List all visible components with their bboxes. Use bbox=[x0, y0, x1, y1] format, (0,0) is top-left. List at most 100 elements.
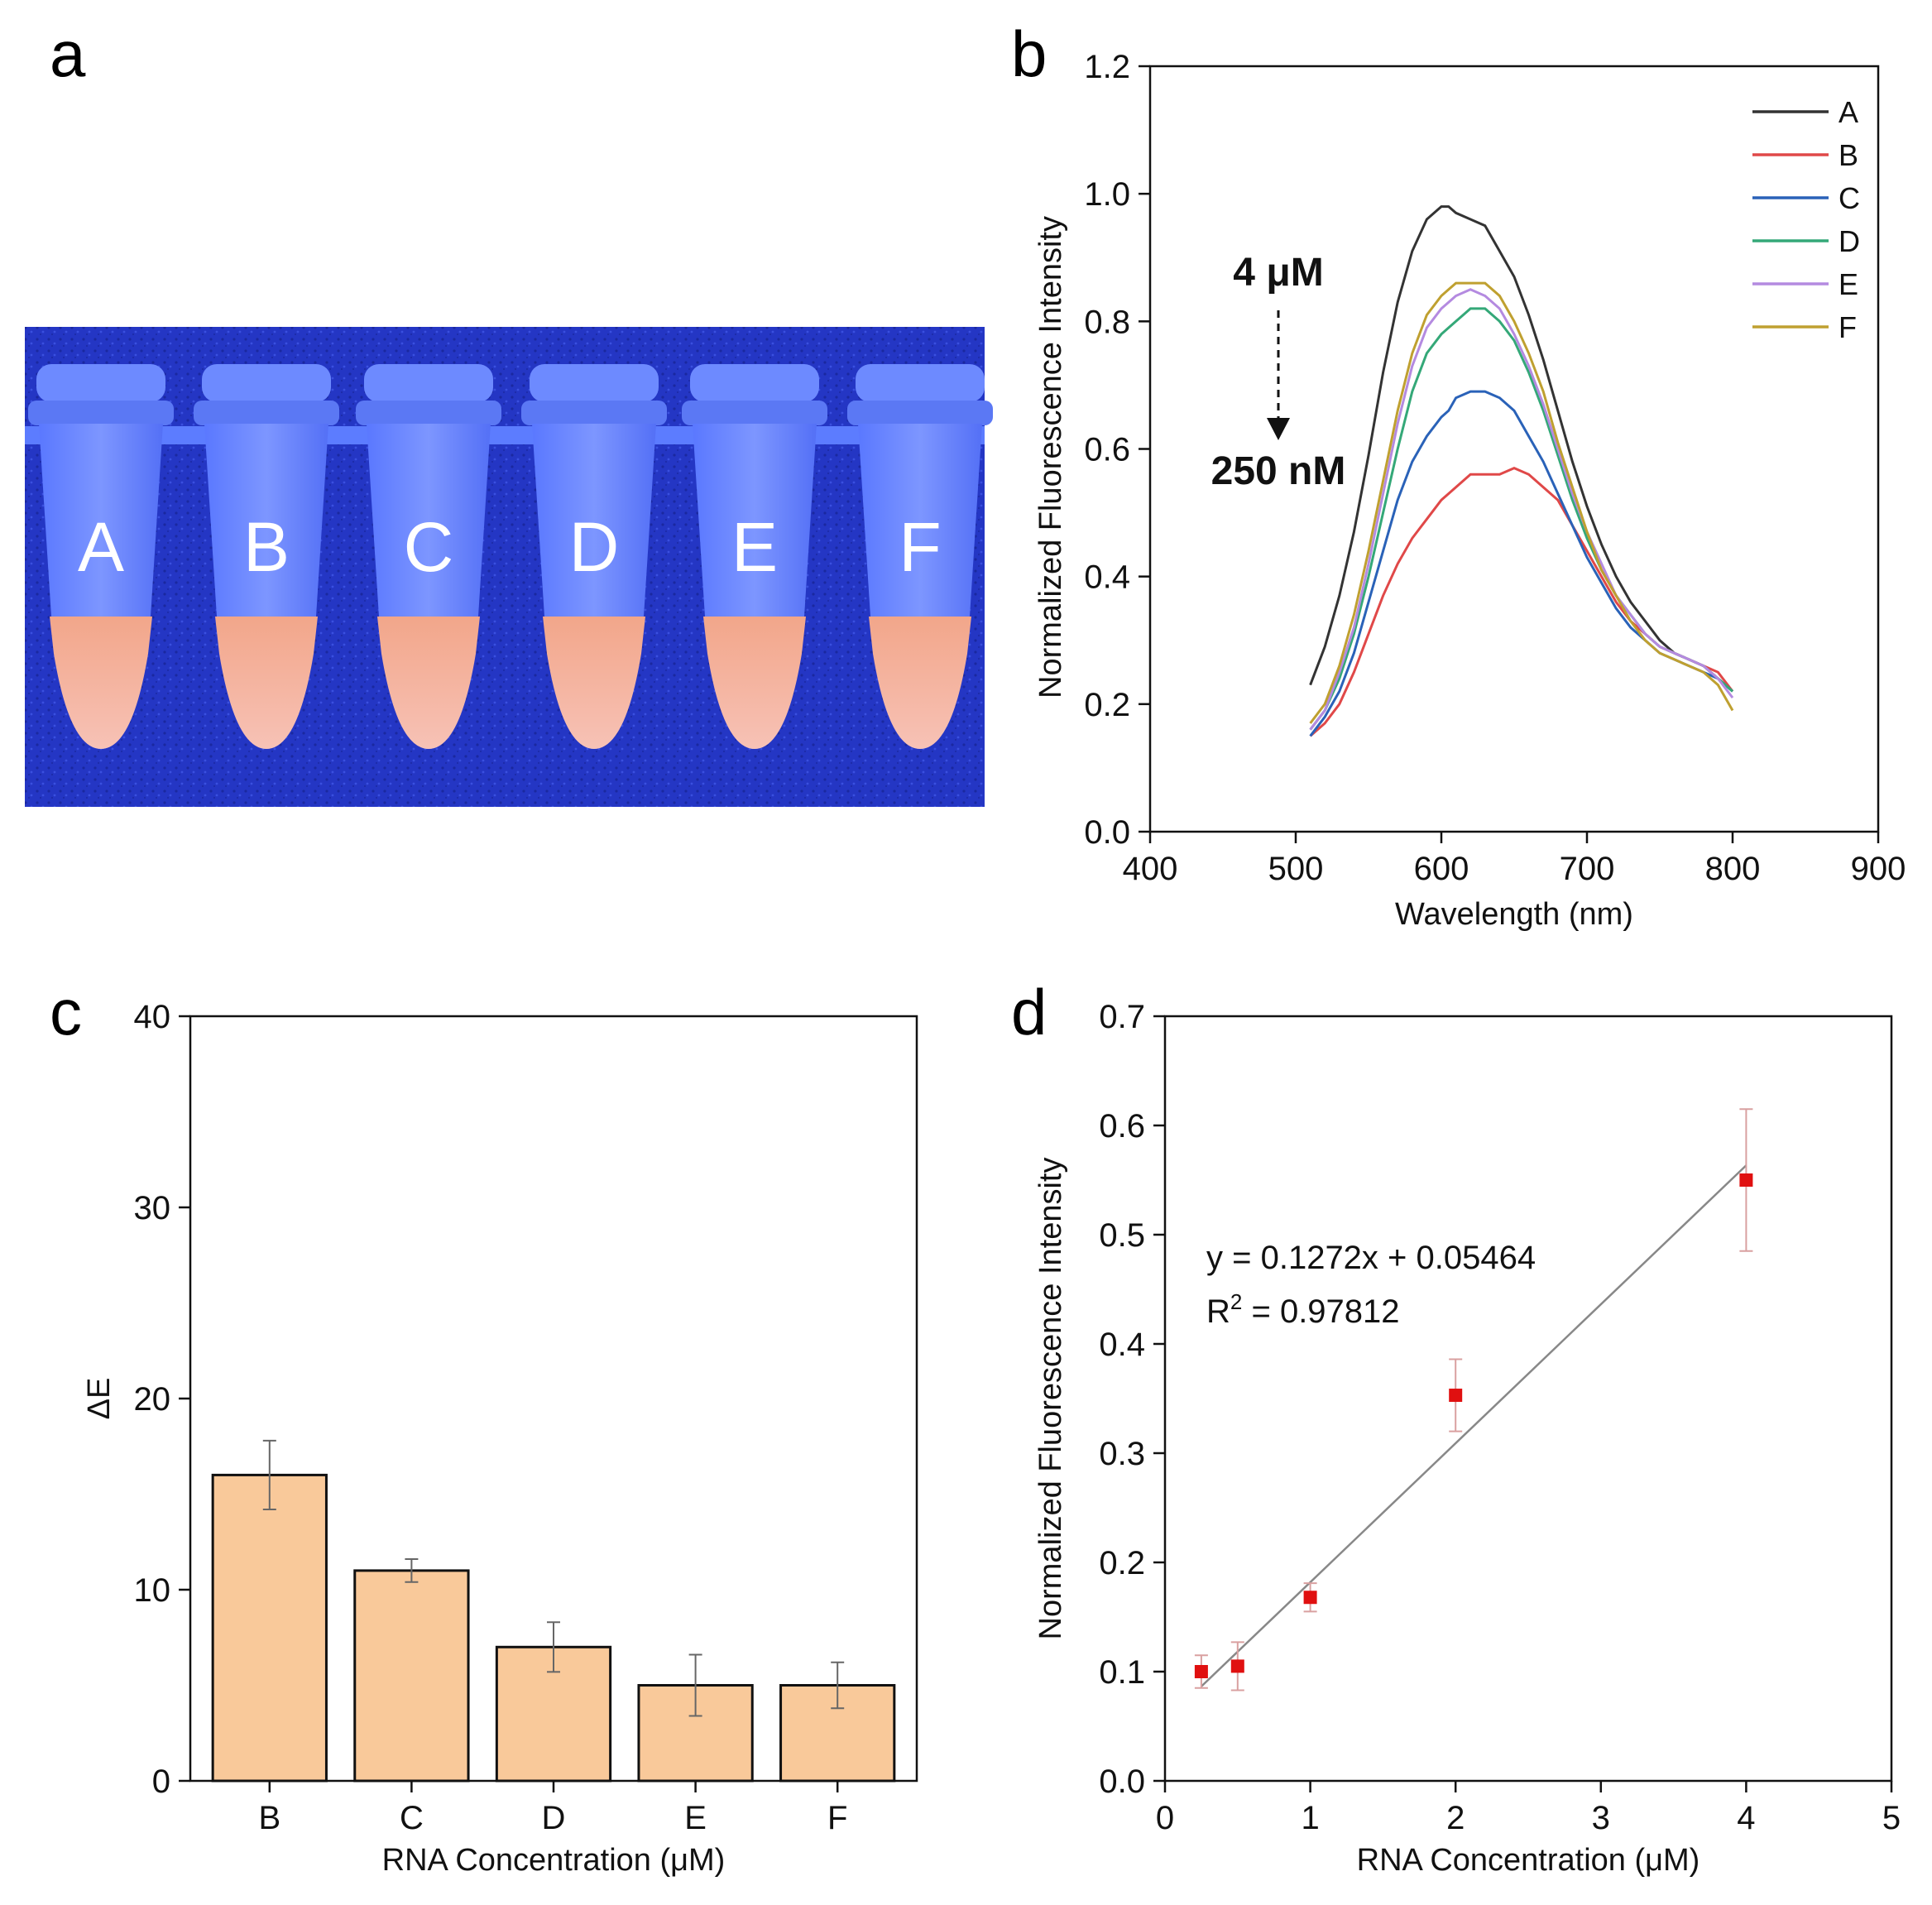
c-x-axis-label: RNA Concentration (μM) bbox=[382, 1843, 726, 1878]
b-y-tick-label: 0.6 bbox=[1084, 432, 1130, 468]
tube-cap bbox=[364, 364, 493, 402]
photo-background bbox=[25, 327, 985, 807]
tube-d: D bbox=[521, 364, 667, 749]
c-bar-b bbox=[211, 1473, 328, 1783]
b-annotation-top: 4 μM bbox=[1233, 251, 1323, 295]
b-y-tick-label: 0.0 bbox=[1084, 814, 1130, 851]
panel-letter-b: b bbox=[1011, 17, 1047, 90]
d-r-value: = 0.97812 bbox=[1242, 1293, 1399, 1330]
c-x-tick-label-d: D bbox=[542, 1800, 566, 1836]
b-y-tick-label: 1.0 bbox=[1084, 176, 1130, 213]
tube-label-b: B bbox=[243, 508, 290, 586]
c-x-tick-label-c: C bbox=[400, 1800, 424, 1836]
d-plot-frame bbox=[1163, 1015, 1893, 1783]
tube-cap bbox=[202, 364, 331, 402]
b-legend-label-b: B bbox=[1839, 138, 1858, 172]
b-series-line-a bbox=[1309, 205, 1733, 693]
b-y-tick-label: 1.2 bbox=[1084, 49, 1130, 85]
b-y-axis-label: Normalized Fluorescence Intensity bbox=[1033, 216, 1068, 698]
tube-liquid bbox=[215, 617, 318, 749]
c-x-tick-label-b: B bbox=[258, 1800, 280, 1836]
tube-a: A bbox=[28, 364, 174, 749]
d-x-axis-label: RNA Concentration (μM) bbox=[1357, 1843, 1700, 1878]
d-y-tick-label: 0.5 bbox=[1099, 1217, 1145, 1254]
tube-rim bbox=[28, 401, 174, 425]
delta-e-bar-chart: 0 10 20 30 40 B C D E F RNA Concentration (μM) ΔE bbox=[82, 999, 918, 1878]
d-y-axis-label: Normalized Fluorescence Intensity bbox=[1033, 1158, 1068, 1640]
tube-label-e: E bbox=[731, 508, 778, 586]
b-annotation-arrowhead bbox=[1267, 418, 1290, 440]
spectrum-chart: 0.0 0.2 0.4 0.6 0.8 1.0 1.2 400 500 600 700 800 900 W… bbox=[1033, 49, 1906, 932]
tube-cap bbox=[856, 364, 985, 402]
b-x-axis-label: Wavelength (nm) bbox=[1395, 897, 1633, 932]
d-y-tick-label: 0.3 bbox=[1099, 1436, 1145, 1472]
d-x-tick-label: 2 bbox=[1446, 1800, 1465, 1836]
b-legend-label-f: F bbox=[1839, 310, 1857, 344]
d-x-tick-label: 4 bbox=[1737, 1800, 1755, 1836]
tube-rim bbox=[847, 401, 993, 425]
tube-rim bbox=[682, 401, 827, 425]
tube-strip-connector bbox=[25, 426, 985, 444]
c-y-tick-label: 30 bbox=[134, 1190, 171, 1226]
calibration-scatter-chart: 0.0 0.1 0.2 0.3 0.4 0.5 0.6 0.7 0 1 2 3 4 5 RNA Concen… bbox=[1033, 999, 1901, 1878]
tube-label-a: A bbox=[78, 508, 124, 586]
c-y-tick-label: 40 bbox=[134, 999, 171, 1035]
b-y-tick-label: 0.2 bbox=[1084, 687, 1130, 723]
d-r-label: R bbox=[1206, 1293, 1230, 1330]
b-series-line-d bbox=[1309, 307, 1733, 731]
c-bar-c bbox=[353, 1569, 470, 1783]
d-fit-equation: y = 0.1272x + 0.05464 bbox=[1206, 1240, 1536, 1276]
tube-rim bbox=[194, 401, 339, 425]
b-legend-label-d: D bbox=[1839, 224, 1860, 258]
b-legend-label-c: C bbox=[1839, 181, 1860, 215]
tube-cap bbox=[690, 364, 819, 402]
d-data-point bbox=[1739, 1173, 1753, 1187]
tube-c: C bbox=[356, 364, 501, 749]
c-y-tick-label: 0 bbox=[152, 1763, 170, 1800]
b-legend-label-e: E bbox=[1839, 267, 1858, 301]
c-y-axis-label: ΔE bbox=[82, 1378, 117, 1420]
c-x-tick-label-f: F bbox=[827, 1800, 847, 1836]
b-series-line-b bbox=[1309, 466, 1734, 737]
b-x-tick-label: 600 bbox=[1414, 851, 1469, 887]
tube-cap bbox=[530, 364, 659, 402]
d-fit-line bbox=[1201, 1164, 1747, 1687]
d-x-tick-label: 1 bbox=[1301, 1800, 1319, 1836]
d-y-tick-label: 0.1 bbox=[1099, 1654, 1145, 1691]
b-x-tick-label: 700 bbox=[1560, 851, 1615, 887]
d-r-superscript: 2 bbox=[1230, 1289, 1242, 1314]
d-y-tick-label: 0.7 bbox=[1099, 999, 1145, 1035]
tube-photo: A B C D E F bbox=[25, 327, 993, 807]
tube-rim bbox=[356, 401, 501, 425]
d-data-point bbox=[1449, 1389, 1463, 1403]
c-x-tick-label-e: E bbox=[684, 1800, 707, 1836]
b-series-line-e bbox=[1309, 288, 1734, 731]
d-x-tick-label: 3 bbox=[1592, 1800, 1610, 1836]
c-y-tick-label: 20 bbox=[134, 1381, 171, 1418]
tube-liquid bbox=[869, 617, 971, 749]
b-y-tick-label: 0.8 bbox=[1084, 304, 1130, 340]
tube-label-d: D bbox=[569, 508, 620, 586]
b-legend-label-a: A bbox=[1839, 95, 1858, 129]
tube-liquid bbox=[50, 617, 152, 749]
b-x-tick-label: 900 bbox=[1851, 851, 1906, 887]
panel-letter-a: a bbox=[50, 17, 86, 90]
tube-cap bbox=[36, 364, 165, 402]
tube-b: B bbox=[194, 364, 339, 749]
b-x-tick-label: 800 bbox=[1705, 851, 1761, 887]
d-y-tick-label: 0.6 bbox=[1099, 1108, 1145, 1144]
d-data-point bbox=[1303, 1591, 1317, 1605]
d-y-tick-label: 0.0 bbox=[1099, 1763, 1145, 1800]
d-data-point bbox=[1194, 1665, 1208, 1678]
b-x-tick-label: 500 bbox=[1268, 851, 1324, 887]
d-data-point bbox=[1230, 1659, 1244, 1673]
b-series-line-c bbox=[1309, 390, 1733, 737]
d-r-squared: R2 = 0.97812 bbox=[1206, 1289, 1400, 1330]
d-x-tick-label: 0 bbox=[1156, 1800, 1174, 1836]
tube-rim bbox=[521, 401, 667, 425]
tube-liquid bbox=[703, 617, 806, 749]
b-y-tick-label: 0.4 bbox=[1084, 559, 1130, 596]
c-y-tick-label: 10 bbox=[134, 1572, 171, 1609]
tube-e: E bbox=[682, 364, 827, 749]
